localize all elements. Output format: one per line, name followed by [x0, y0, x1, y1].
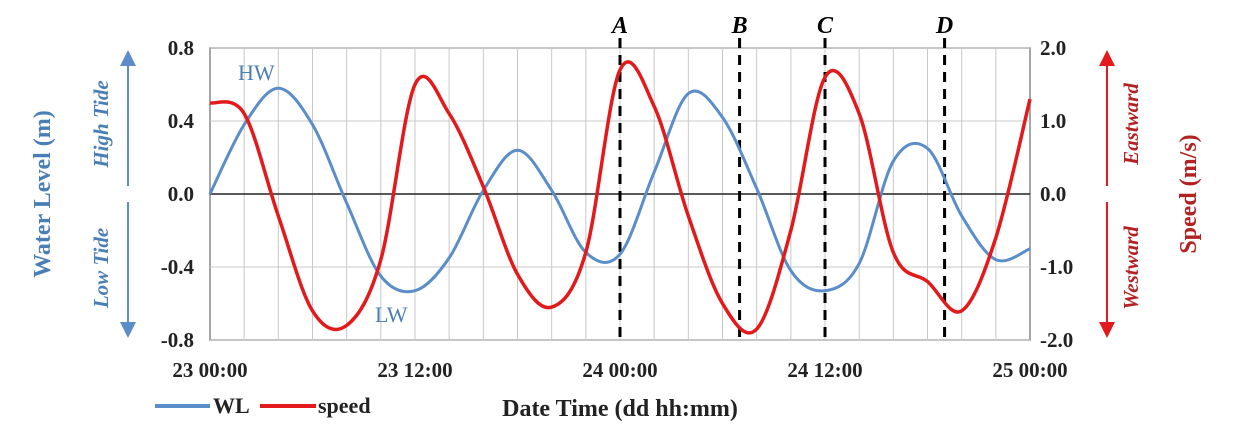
series-line-speed — [209, 60, 1032, 335]
left-tick-label: -0.4 — [161, 255, 195, 279]
x-tick-label: 24 00:00 — [582, 358, 657, 382]
event-lines: A B C D — [610, 13, 953, 340]
eastward-label: Eastward — [1119, 83, 1143, 166]
legend: WL speed — [155, 393, 371, 418]
low-tide-label: Low Tide — [89, 228, 113, 309]
right-axis-ticks: 2.0 1.0 0.0 -1.0 -2.0 — [1040, 36, 1073, 352]
event-label-d: D — [935, 13, 953, 39]
left-tick-label: -0.8 — [161, 328, 194, 352]
high-tide-label: High Tide — [89, 80, 113, 168]
x-tick-label: 25 00:00 — [992, 358, 1067, 382]
right-tick-label: -2.0 — [1040, 328, 1073, 352]
legend-label-speed: speed — [318, 393, 371, 418]
right-tick-label: 2.0 — [1040, 36, 1066, 60]
right-tick-label: -1.0 — [1040, 255, 1073, 279]
right-tick-label: 0.0 — [1040, 182, 1066, 206]
right-tick-label: 1.0 — [1040, 109, 1066, 133]
right-axis-title: Speed (m/s) — [1176, 134, 1202, 253]
annotation-lw: LW — [375, 302, 408, 327]
event-label-a: A — [610, 13, 628, 39]
left-tick-label: 0.4 — [168, 109, 195, 133]
annotation-hw: HW — [238, 60, 275, 85]
event-label-b: B — [731, 13, 748, 39]
event-label-c: C — [817, 13, 834, 39]
x-tick-label: 23 00:00 — [172, 358, 247, 382]
left-axis-title: Water Level (m) — [30, 110, 56, 278]
westward-label: Westward — [1119, 226, 1143, 310]
x-tick-label: 23 12:00 — [377, 358, 452, 382]
series-line-wl — [208, 86, 1031, 294]
left-tick-label: 0.8 — [168, 36, 194, 60]
left-axis-ticks: 0.8 0.4 0.0 -0.4 -0.8 — [161, 36, 195, 352]
left-tick-label: 0.0 — [168, 182, 194, 206]
legend-label-wl: WL — [213, 393, 250, 418]
x-tick-label: 24 12:00 — [787, 358, 862, 382]
x-axis-ticks: 23 00:00 23 12:00 24 00:00 24 12:00 25 00:00 — [172, 358, 1067, 382]
x-axis-title: Date Time (dd hh:mm) — [502, 396, 738, 422]
